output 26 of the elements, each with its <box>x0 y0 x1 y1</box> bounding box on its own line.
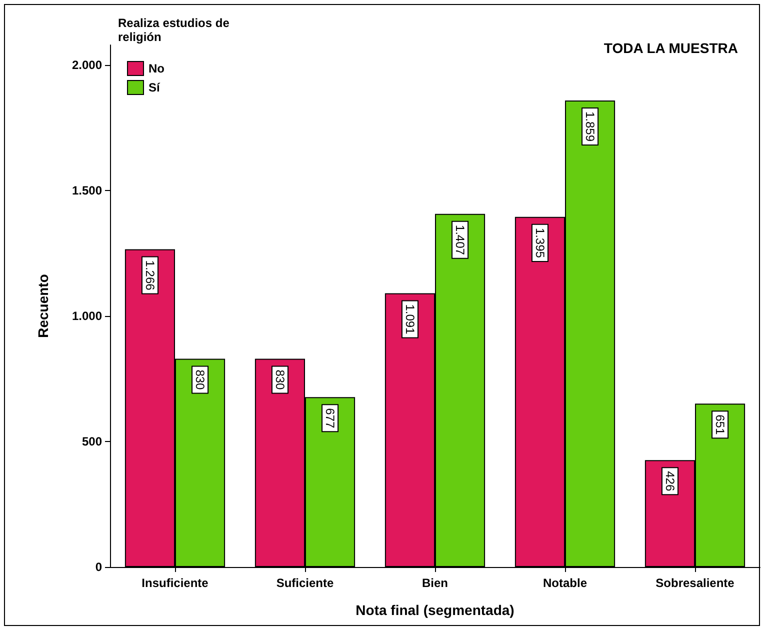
x-axis-title: Nota final (segmentada) <box>356 602 514 618</box>
data-label: 651 <box>713 414 728 435</box>
y-tick-label: 1.500 <box>72 184 102 198</box>
x-tick-label: Suficiente <box>276 576 334 590</box>
data-label: 830 <box>193 370 208 390</box>
data-label: 1.859 <box>583 111 598 142</box>
data-label: 426 <box>662 471 677 492</box>
legend-label: No <box>148 62 164 76</box>
data-label: 1.266 <box>142 260 157 291</box>
x-tick-label: Sobresaliente <box>656 576 735 590</box>
legend-label: Sí <box>148 80 161 94</box>
data-label: 1.407 <box>453 224 468 256</box>
data-label: 1.091 <box>402 304 417 335</box>
x-tick-label: Bien <box>422 576 448 590</box>
y-tick-label: 500 <box>82 434 102 449</box>
y-axis-title: Recuento <box>35 274 51 338</box>
data-label: 830 <box>272 370 287 390</box>
chart-title: TODA LA MUESTRA <box>604 40 738 56</box>
y-tick-label: 2.000 <box>72 58 102 72</box>
y-tick-label: 0 <box>95 560 102 574</box>
data-label: 1.395 <box>532 228 547 258</box>
x-tick-label: Insuficiente <box>142 576 209 590</box>
x-tick-label: Notable <box>542 576 588 590</box>
y-tick-label: 1.000 <box>72 309 102 324</box>
data-label: 677 <box>323 408 338 428</box>
legend-title: Realiza estudios de religión <box>118 16 230 44</box>
